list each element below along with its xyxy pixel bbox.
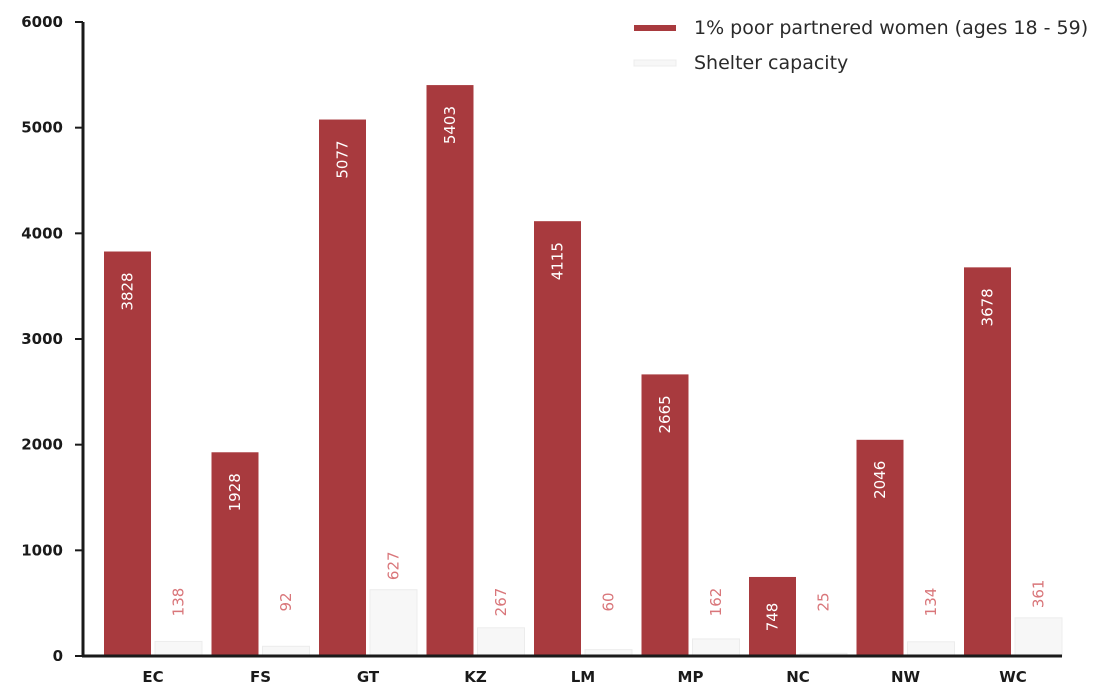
legend-swatch	[633, 59, 677, 67]
x-tick-label: EC	[142, 668, 163, 686]
bar-shelter-capacity	[369, 589, 418, 657]
bar-poor-women	[856, 439, 904, 656]
x-tick-label: NW	[891, 668, 921, 686]
data-label-poor-women: 5077	[334, 140, 352, 178]
bar-poor-women	[104, 251, 151, 656]
bar-shelter-capacity	[907, 641, 955, 657]
bar-poor-women	[211, 452, 259, 656]
x-tick-label: KZ	[464, 668, 487, 686]
y-tick-label: 2000	[21, 436, 63, 454]
bar-shelter-capacity	[692, 638, 740, 657]
data-label-shelter-capacity: 92	[277, 592, 295, 611]
y-tick-label: 0	[53, 647, 63, 665]
data-label-poor-women: 3678	[979, 288, 997, 326]
data-label-shelter-capacity: 60	[600, 592, 618, 611]
bar-shelter-capacity	[1014, 617, 1063, 657]
bar-shelter-capacity	[154, 640, 203, 657]
data-label-poor-women: 748	[764, 603, 782, 632]
y-tick-label: 3000	[21, 330, 63, 348]
legend-label: 1% poor partnered women (ages 18 - 59)	[694, 17, 1088, 39]
data-label-shelter-capacity: 361	[1030, 580, 1048, 609]
x-tick-label: LM	[571, 668, 596, 686]
bar-poor-women	[319, 119, 366, 656]
bar-poor-women	[534, 221, 581, 656]
bar-poor-women	[964, 267, 1011, 656]
y-tick-label: 6000	[21, 13, 63, 31]
legend-label: Shelter capacity	[694, 52, 848, 74]
data-label-shelter-capacity: 627	[385, 551, 403, 580]
data-label-shelter-capacity: 134	[922, 588, 940, 617]
legend-swatch	[634, 25, 676, 31]
bar-poor-women	[641, 374, 689, 656]
x-tick-label: MP	[678, 668, 704, 686]
y-tick-label: 4000	[21, 224, 63, 242]
data-label-shelter-capacity: 267	[492, 588, 510, 617]
x-tick-label: NC	[786, 668, 810, 686]
data-label-poor-women: 5403	[441, 106, 459, 144]
data-label-shelter-capacity: 25	[815, 592, 833, 611]
data-label-poor-women: 3828	[119, 272, 137, 310]
y-tick-label: 1000	[21, 541, 63, 559]
data-label-poor-women: 1928	[226, 473, 244, 511]
data-label-poor-women: 2046	[871, 461, 889, 499]
data-label-poor-women: 2665	[656, 395, 674, 433]
bar-shelter-capacity	[477, 627, 525, 657]
x-tick-label: FS	[250, 668, 271, 686]
data-label-shelter-capacity: 162	[707, 588, 725, 617]
x-tick-label: WC	[999, 668, 1027, 686]
bar-poor-women	[426, 85, 474, 656]
data-label-poor-women: 4115	[549, 242, 567, 280]
data-label-shelter-capacity: 138	[170, 588, 188, 617]
y-tick-label: 5000	[21, 119, 63, 137]
x-tick-label: GT	[357, 668, 380, 686]
bar-poor-women	[749, 576, 796, 656]
